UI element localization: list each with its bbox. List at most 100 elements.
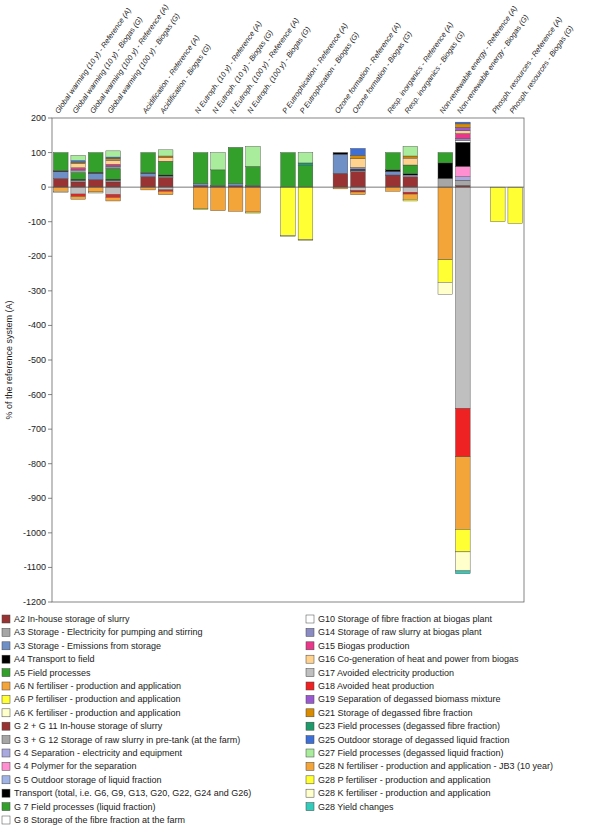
y-tick-label: -100 [28,217,46,227]
y-tick [48,325,52,326]
bar-segment [455,180,470,185]
bar-segment [53,179,68,188]
legend-swatch [2,749,10,757]
bar-segment [141,173,156,176]
bar-segment [211,187,226,211]
bar-segment [455,457,470,530]
y-tick [48,567,52,568]
bar-segment [141,187,156,190]
category-label: N Eutroph. (100 y) - Biogas (G) [245,25,312,116]
bar-segment [158,191,173,194]
bar-segment [281,236,296,237]
bar-segment [386,172,401,175]
legend-label: G10 Storage of fibre fraction at biogas … [318,614,493,624]
bar-segment [88,187,103,192]
bar-segment [333,173,348,187]
legend-swatch [2,682,10,690]
bar-segment [351,148,366,155]
bar-segment [403,165,418,174]
y-tick [48,498,52,499]
legend-label: G23 Field processes (degassed fibre frac… [318,721,500,731]
bar-segment [106,180,121,182]
legend-label: G28 K fertiliser - production and applic… [318,788,491,798]
bar-segment [403,156,418,158]
y-tick [48,187,52,188]
bar-segment [386,153,401,170]
bar-segment [351,187,366,190]
bar-segment [211,170,226,186]
bar-segment [106,195,121,198]
bar-segment [158,176,173,177]
bar-segment [88,153,103,173]
y-tick [48,290,52,291]
bar-segment [455,140,470,142]
bar-segment [71,187,86,194]
bar-segment [455,408,470,456]
legend-label: G 5 Outdoor storage of liquid fraction [14,775,162,785]
category-label: Phosph. resources - Biogas (G) [508,24,576,116]
bar-segment [298,187,313,240]
bar-segment [455,552,470,571]
bar-segment [106,182,121,187]
legend-label: A2 In-house storage of slurry [14,614,130,624]
legend-label: G 2 + G 11 In-house storage of slurry [14,721,163,731]
bar-segment [193,184,208,186]
legend-label: G 3 + G 12 Storage of raw slurry in pre-… [14,735,240,745]
bar-segment [193,187,208,208]
bar-segment [403,194,418,199]
bar-segment [106,160,121,164]
bar-segment [351,191,366,192]
legend-label: A3 Storage - Electricity for pumping and… [14,627,203,637]
bar-segment [438,163,453,179]
bar-segment [281,187,296,235]
bar-segment [403,146,418,156]
bar-segment [158,158,173,161]
bar-segment [158,177,173,187]
bar-segment [403,187,418,192]
legend-swatch [2,776,10,784]
legend-swatch [306,709,314,717]
y-tick-label: -600 [28,390,46,400]
legend-swatch [2,709,10,717]
bar-segment [158,187,173,190]
legend-swatch [306,722,314,730]
bar-segment [333,153,348,155]
bar-segment [158,161,173,175]
legend-swatch [2,628,10,636]
bar-segment [71,164,86,168]
bar-segment [106,164,121,166]
bar-segment [106,187,121,195]
bar-segment [508,187,523,223]
legend-label: G15 Biogas production [318,641,410,651]
bar-segment [386,187,401,191]
legend-swatch [306,642,314,650]
legend-label: G17 Avoided electricity production [318,668,454,678]
category-label: P Eutrophication - Biogas (G) [298,30,361,115]
bar-segment [71,182,86,187]
bar-segment [71,194,86,196]
legend-label: G25 Outdoor storage of degassed liquid f… [318,735,510,745]
bar-segment [193,209,208,210]
bar-segment [88,180,103,188]
legend-label: G14 Storage of raw slurry at biogas plan… [318,627,482,637]
y-tick [48,463,52,464]
plot-frame [52,118,524,602]
bar-segment [53,187,68,191]
bar-segment [106,169,121,179]
legend-swatch [2,736,10,744]
bar-segment [455,139,470,141]
bar-segment [333,154,348,173]
category-label: Global warming (10 y) - Biogas (G) [70,15,144,115]
legend-label: A4 Transport to field [14,654,95,664]
plot-background [52,118,524,602]
legend-swatch [2,615,10,623]
bar-segment [71,180,86,182]
bar-segment [71,162,86,163]
y-tick [48,152,52,153]
bar-segment [53,172,68,179]
legend-label: G27 Field processes (degassed liquid fra… [318,748,504,758]
bar-segment [455,571,470,574]
bar-segment [455,131,470,134]
bar-segment [246,187,261,212]
bar-segment [351,169,366,170]
